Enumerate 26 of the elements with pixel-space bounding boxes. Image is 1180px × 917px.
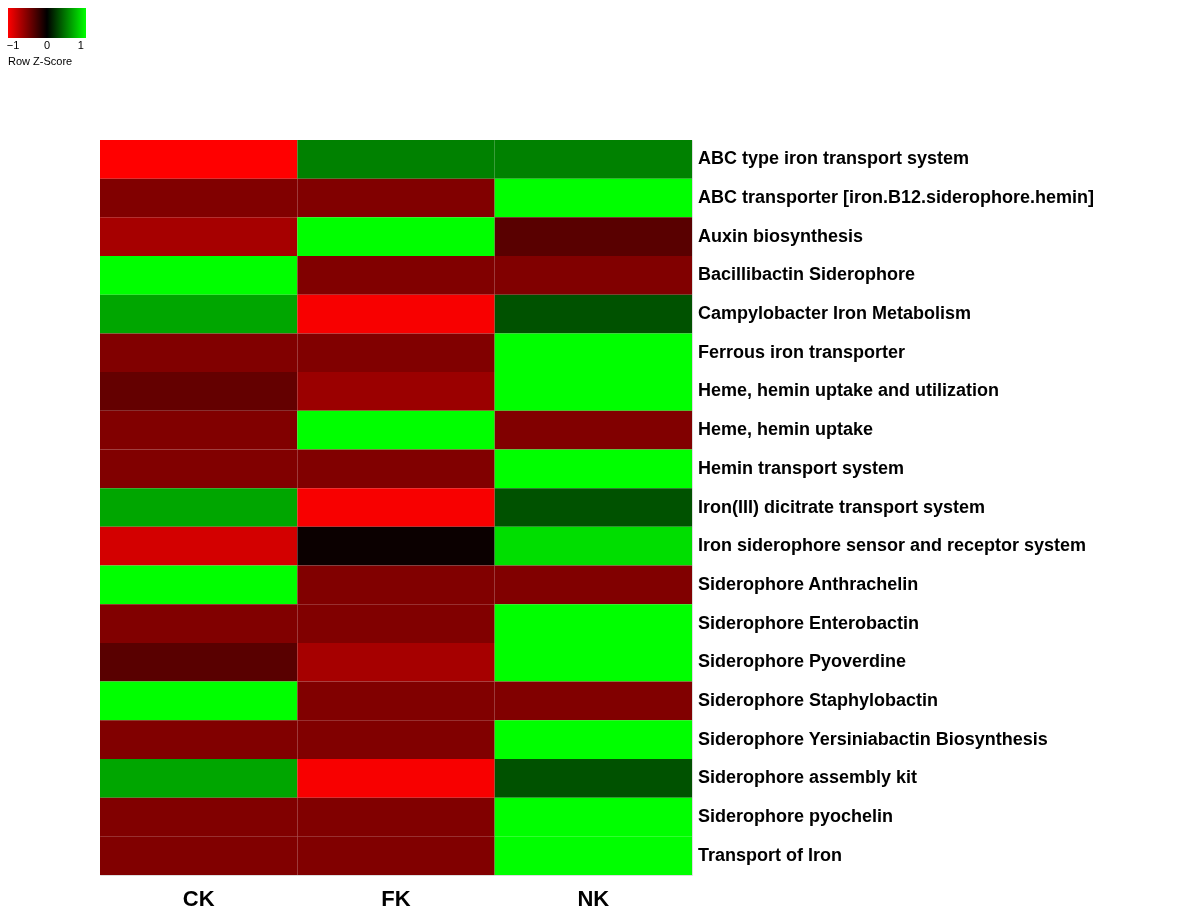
color-bar-title: Row Z-Score xyxy=(8,55,73,67)
y-tick-label: Siderophore pyochelin xyxy=(698,805,894,826)
y-tick-label: Auxin biosynthesis xyxy=(698,225,864,246)
y-tick-label: Siderophore Anthrachelin xyxy=(698,573,919,594)
color-bar-label: 1 xyxy=(77,39,84,51)
y-tick-label: Iron(III) dicitrate transport system xyxy=(698,496,986,517)
y-tick-label: Siderophore assembly kit xyxy=(698,767,918,788)
x-tick-label: FK xyxy=(381,886,411,911)
y-tick-label: Siderophore Yersiniabactin Biosynthesis xyxy=(698,728,1048,749)
y-tick-label: Iron siderophore sensor and receptor system xyxy=(698,535,1087,556)
color-bar-label: −1 xyxy=(6,39,20,51)
y-tick-label: Heme, hemin uptake and utilization xyxy=(698,380,1000,401)
y-tick-label: Bacillibactin Siderophore xyxy=(698,264,916,285)
y-tick-label: Hemin transport system xyxy=(698,457,905,478)
x-tick-label: CK xyxy=(182,886,215,911)
y-tick-label: Siderophore Staphylobactin xyxy=(698,689,939,710)
y-tick-label: Ferrous iron transporter xyxy=(698,341,906,362)
y-tick-label: ABC type iron transport system xyxy=(698,148,970,169)
y-tick-label: Transport of Iron xyxy=(698,844,842,865)
y-tick-label: Siderophore Pyoverdine xyxy=(698,651,907,672)
y-tick-label: Siderophore Enterobactin xyxy=(698,612,920,633)
y-tick-label: Heme, hemin uptake xyxy=(698,419,874,440)
y-tick-label: Campylobacter Iron Metabolism xyxy=(698,303,972,324)
color-bar-label: 0 xyxy=(43,39,51,51)
y-tick-label: ABC transporter [iron.B12.siderophore.hemin] xyxy=(698,187,1095,208)
x-tick-label: NK xyxy=(577,886,610,911)
